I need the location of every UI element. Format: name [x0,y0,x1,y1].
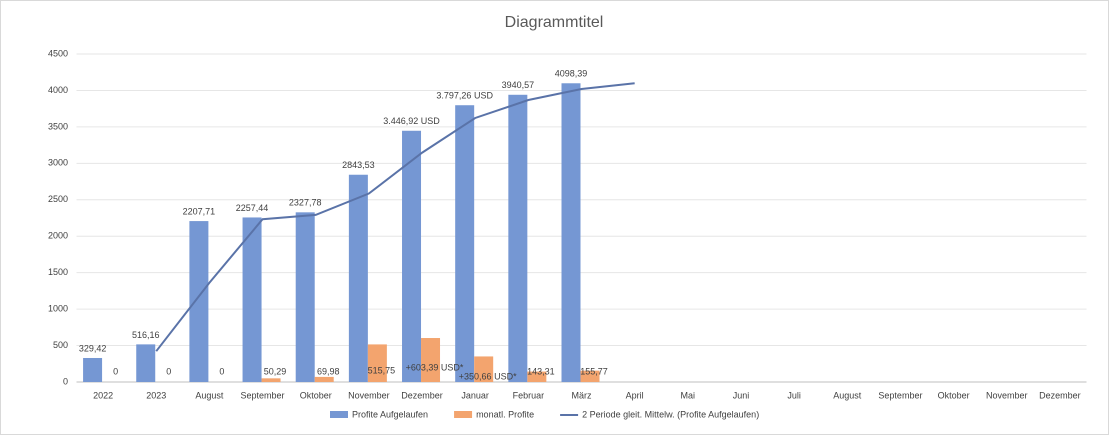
data-label: 0 [166,366,171,376]
legend-label: 2 Periode gleit. Mittelw. (Profite Aufge… [582,409,759,419]
data-label: 155,77 [580,366,608,376]
data-label: 69,98 [317,366,340,376]
line-series [155,82,635,352]
x-tick-label: Dezember [401,390,443,400]
legend-swatch [454,411,473,418]
y-tick-label: 1000 [48,303,68,313]
y-tick-label: 0 [63,376,68,386]
bar [367,344,387,382]
bar [527,371,547,382]
bar [189,221,209,382]
data-label: 2257,44 [236,203,269,213]
bar [348,174,368,382]
bar [83,357,103,382]
y-tick-label: 3000 [48,158,68,168]
data-label: 3.797,26 USD [436,91,493,101]
y-tick-label: 500 [53,340,68,350]
y-tick-label: 1500 [48,267,68,277]
x-tick-label: November [348,390,390,400]
x-tick-label: Dezember [1039,390,1081,400]
chart-title: Diagrammtitel [505,14,604,31]
data-label: 2207,71 [183,206,216,216]
bar [261,378,281,382]
x-tick-label: September [878,390,922,400]
data-label: 4098,39 [555,69,588,79]
x-tick-label: April [626,390,644,400]
x-tick-label: Februar [513,390,545,400]
x-tick-label: August [195,390,224,400]
data-label: 143,31 [527,366,555,376]
bar [136,344,156,382]
y-tick-label: 4500 [48,48,68,58]
y-tick-label: 2000 [48,231,68,241]
x-tick-label: November [986,390,1028,400]
legend-swatch [330,411,348,418]
bar [421,338,441,382]
x-tick-label: Oktober [300,390,332,400]
bar [474,356,494,382]
bar [314,376,334,382]
x-tick-label: 2023 [146,390,166,400]
data-label: 3.446,92 USD [383,116,440,126]
x-tick-label: September [241,390,285,400]
data-label: 0 [113,366,118,376]
y-tick-label: 3500 [48,121,68,131]
x-tick-label: März [572,390,592,400]
data-label: 0 [219,366,224,376]
bar [242,217,262,382]
bar [561,83,581,383]
y-tick-label: 4000 [48,85,68,95]
data-label: +350,66 USD* [459,372,517,382]
x-tick-label: Oktober [938,390,970,400]
legend-label: monatl. Profite [476,409,534,419]
bar [455,105,475,383]
bar [508,94,528,382]
data-label: 50,29 [264,366,287,376]
bar [295,212,315,382]
data-label: 515,75 [368,366,396,376]
x-tick-label: Juli [787,390,801,400]
data-label: 2843,53 [342,160,375,170]
data-label: 329,42 [79,343,107,353]
data-label: 3940,57 [502,80,535,90]
x-tick-label: 2022 [93,390,113,400]
x-tick-label: Mai [681,390,696,400]
bar [402,130,422,382]
legend-label: Profite Aufgelaufen [352,409,428,419]
y-tick-label: 2500 [48,194,68,204]
x-tick-label: Januar [461,390,489,400]
data-label: +603,39 USD* [406,362,464,372]
data-label: 516,16 [132,330,160,340]
x-tick-label: Juni [733,390,750,400]
data-label: 2327,78 [289,198,322,208]
bar [580,370,600,382]
x-tick-label: August [833,390,862,400]
